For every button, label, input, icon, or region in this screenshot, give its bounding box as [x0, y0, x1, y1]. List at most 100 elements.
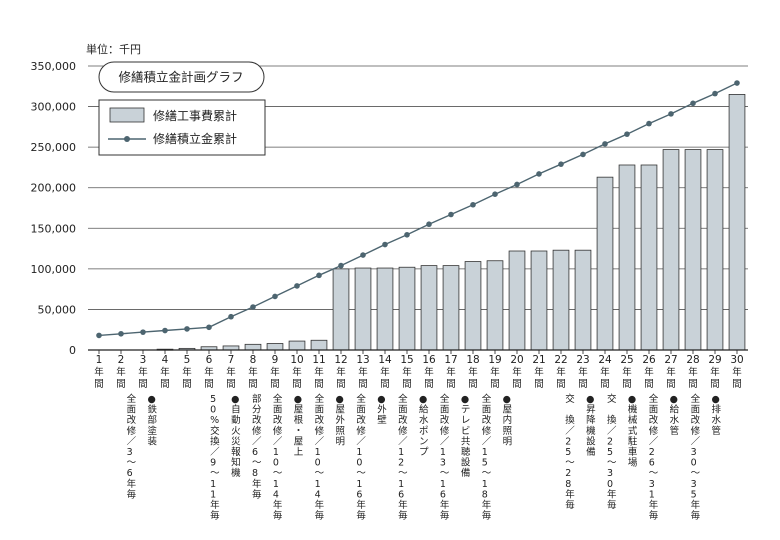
x-tick-sublabel: 間 [270, 379, 280, 390]
bar [244, 343, 262, 351]
annotation-char: 年 [691, 499, 701, 511]
annotation: 全面改修／ 2 6 〜 3 1 年毎 [649, 393, 659, 522]
x-tick-sublabel: 間 [380, 379, 390, 390]
annotation-char: 降 [586, 414, 596, 426]
annotation-char: 6 [127, 468, 133, 479]
annotation-char: 毎 [565, 499, 575, 511]
annotation-char: 全 [440, 393, 450, 405]
line-point [206, 324, 212, 331]
line-point [470, 201, 476, 208]
bar [508, 250, 526, 351]
annotation-char: 全 [649, 393, 659, 405]
annotation-char: 全 [482, 393, 492, 405]
annotation-char: 5 [482, 458, 488, 469]
annotation: ●外壁 [377, 394, 387, 426]
annotation-char: 3 [649, 479, 655, 490]
annotation-char: 械 [628, 414, 638, 426]
annotation-char: 式 [628, 425, 638, 437]
y-tick-label: 50,000 [38, 303, 77, 316]
annotation-char: 6 [398, 489, 404, 500]
annotation-char: 部 [148, 414, 158, 426]
x-tick-sublabel: 年 [380, 366, 390, 378]
annotation-char: 動 [231, 415, 241, 426]
annotation-char: ● [503, 394, 511, 405]
annotation-char: 年 [398, 499, 408, 511]
legend-line-label: 修繕積立金累計 [153, 131, 237, 146]
annotation-char: % [210, 415, 219, 426]
x-tick-sublabel: 間 [600, 379, 610, 390]
annotation-char: 根 [294, 414, 304, 426]
annotation-char: 3 [691, 447, 697, 458]
annotation-char: 毎 [691, 510, 701, 522]
annotation-char: ● [586, 394, 594, 405]
annotation-char: ／ [649, 436, 659, 447]
annotation-char: 外 [336, 414, 346, 426]
x-tick-label: 16 [422, 354, 436, 366]
annotation-char: ● [294, 394, 302, 405]
line-point [536, 171, 542, 177]
bar [574, 249, 592, 351]
annotation-char: 壁 [377, 414, 387, 426]
annotation-char: 3 [440, 458, 446, 469]
annotation: 全面改修／ 1 0 〜 1 6 年毎 [356, 393, 366, 522]
annotation-char: 年 [565, 488, 575, 500]
annotation-char: 3 [607, 468, 613, 479]
x-tick-sublabel: 年 [424, 366, 434, 378]
line-point [184, 326, 190, 332]
annotation-char: 0 [210, 405, 216, 416]
annotation-char: 1 [210, 489, 216, 500]
bar [398, 266, 416, 351]
annotation-char: 機 [586, 425, 596, 437]
x-tick-sublabel: 年 [512, 366, 522, 378]
unit-label: 単位：千円 [86, 42, 141, 56]
annotation-char: 1 [482, 479, 488, 490]
annotation-char: 〜 [356, 468, 366, 479]
annotation-char: 明 [336, 436, 346, 447]
annotation-char: 年 [482, 499, 492, 511]
line-point [294, 283, 300, 289]
bar [640, 164, 658, 351]
annotation-char: 面 [315, 405, 325, 416]
line-point [382, 241, 388, 248]
x-tick-sublabel: 間 [578, 379, 588, 390]
annotation-char: 〜 [691, 468, 701, 479]
annotation: ●屋外照明 [336, 394, 346, 447]
x-tick-label: 24 [598, 354, 612, 366]
annotation-char: 昇 [586, 405, 596, 416]
annotation-char: 1 [398, 479, 404, 490]
x-tick-sublabel: 年 [248, 366, 258, 378]
x-tick-sublabel: 年 [160, 366, 170, 378]
annotation-char: 2 [565, 468, 571, 479]
line-point [492, 191, 498, 198]
annotation-char: ／ [315, 436, 325, 447]
line-point [360, 252, 366, 258]
x-tick-label: 1 [96, 354, 103, 366]
annotation-char: 毎 [273, 510, 283, 522]
bar [552, 249, 570, 351]
annotation-char: 1 [482, 447, 488, 458]
x-tick-sublabel: 間 [424, 379, 434, 390]
annotation-char: 修 [273, 425, 283, 437]
annotation-char: 5 [691, 489, 697, 500]
annotation: ●給水管 [670, 394, 680, 437]
bar [618, 164, 636, 351]
line-point [646, 120, 652, 127]
annotation-char: 毎 [649, 510, 659, 522]
annotation: ●昇降機設備 [586, 394, 596, 458]
bar [662, 149, 680, 351]
x-tick-label: 4 [162, 354, 169, 366]
annotation-char: 毎 [252, 488, 262, 500]
annotation-char: 修 [356, 425, 366, 437]
x-tick-sublabel: 年 [94, 366, 104, 378]
annotation-char: 4 [273, 489, 279, 500]
annotation-char: 面 [356, 405, 366, 416]
annotation: ●自動火災報知機 [231, 394, 241, 479]
x-tick-sublabel: 間 [116, 379, 126, 390]
x-tick-label: 12 [334, 354, 347, 366]
x-tick-sublabel: 間 [512, 379, 522, 390]
annotation: 全面改修／ 3 〜 6 年毎 [127, 393, 137, 500]
annotation-char: 1 [398, 447, 404, 458]
annotation-char: 面 [440, 405, 450, 416]
annotation: ●給水ポンプ [419, 394, 429, 458]
annotation-char: 改 [691, 414, 701, 426]
